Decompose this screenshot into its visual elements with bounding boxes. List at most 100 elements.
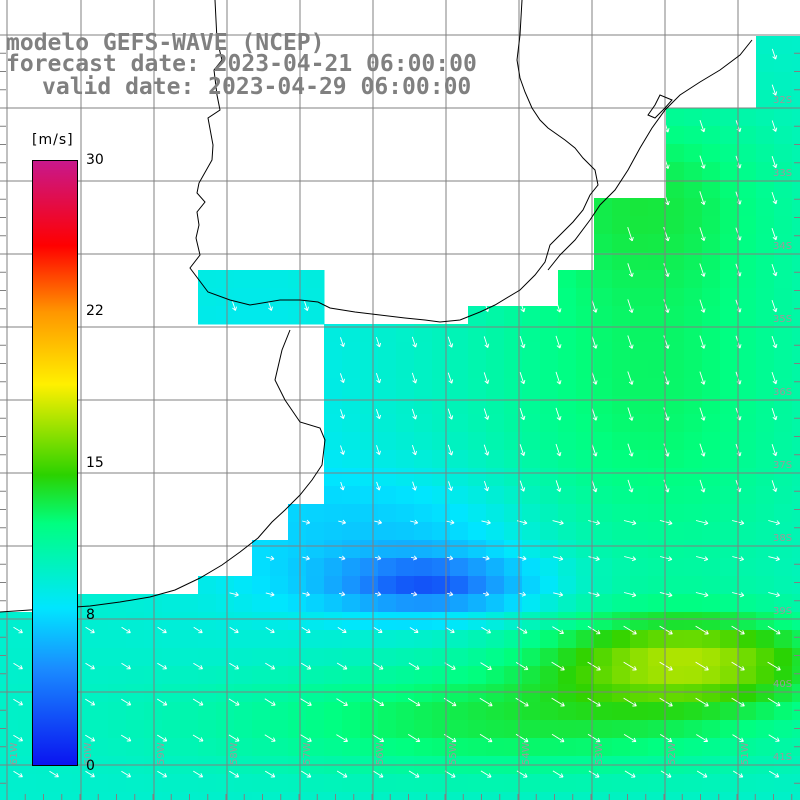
wind-cell — [684, 198, 703, 217]
wind-cell — [342, 342, 361, 361]
wind-cell — [792, 288, 800, 307]
wind-cell — [594, 432, 613, 451]
wind-cell — [684, 126, 703, 145]
wind-cell — [594, 648, 613, 667]
wind-cell — [702, 288, 721, 307]
wind-cell — [648, 432, 667, 451]
wind-cell — [558, 450, 577, 469]
wind-cell — [666, 180, 685, 199]
wind-cell — [414, 720, 433, 739]
wind-cell — [468, 504, 487, 523]
wind-cell — [630, 738, 649, 757]
wind-arrow — [771, 444, 778, 457]
wind-cell — [486, 684, 505, 703]
wind-arrow — [49, 770, 59, 778]
wind-cell — [324, 594, 343, 613]
wind-cell — [792, 378, 800, 397]
wind-cell — [522, 702, 541, 721]
wind-cell — [270, 738, 289, 757]
colorbar-units: [m/s] — [32, 132, 74, 148]
wind-cell — [702, 702, 721, 721]
wind-cell — [792, 432, 800, 451]
wind-cell — [522, 378, 541, 397]
wind-cell — [558, 558, 577, 577]
wind-arrow — [339, 337, 345, 348]
wind-cell — [342, 648, 361, 667]
wind-cell — [396, 432, 415, 451]
wind-arrow — [519, 372, 526, 385]
wind-cell — [306, 666, 325, 685]
wind-cell — [414, 360, 433, 379]
wind-cell — [540, 720, 559, 739]
wind-arrow — [659, 625, 673, 635]
wind-cell — [396, 594, 415, 613]
wind-arrow — [228, 734, 240, 742]
wind-cell — [756, 594, 775, 613]
wind-cell — [540, 648, 559, 667]
wind-cell — [378, 432, 397, 451]
wind-cell — [108, 738, 127, 757]
wind-cell — [666, 594, 685, 613]
wind-arrow — [302, 591, 311, 597]
wind-cell — [486, 720, 505, 739]
wind-cell — [792, 684, 800, 703]
wind-cell — [594, 792, 613, 800]
wind-cell — [414, 594, 433, 613]
wind-cell — [450, 360, 469, 379]
wind-cell — [630, 558, 649, 577]
wind-cell — [720, 666, 739, 685]
wind-cell — [738, 540, 757, 559]
wind-cell — [144, 630, 163, 649]
wind-cell — [774, 72, 793, 91]
wind-cell — [576, 342, 595, 361]
wind-cell — [54, 774, 73, 793]
wind-cell — [666, 522, 685, 541]
wind-cell — [342, 468, 361, 487]
wind-arrow — [696, 734, 709, 742]
wind-cell — [756, 54, 775, 73]
wind-cell — [738, 162, 757, 181]
wind-arrow — [339, 481, 345, 491]
wind-cell — [180, 666, 199, 685]
coastline-south — [0, 329, 326, 613]
wind-cell — [630, 576, 649, 595]
wind-cell — [720, 738, 739, 757]
wind-cell — [756, 540, 775, 559]
wind-arrow — [157, 770, 168, 778]
wind-arrow — [771, 335, 778, 349]
wind-arrow — [412, 481, 417, 491]
wind-cell — [324, 486, 343, 505]
wind-cell — [594, 720, 613, 739]
wind-arrow — [302, 519, 311, 525]
wind-cell — [396, 720, 415, 739]
wind-cell — [738, 720, 757, 739]
wind-cell — [702, 162, 721, 181]
wind-cell — [738, 468, 757, 487]
wind-cell — [774, 666, 793, 685]
wind-cell — [702, 414, 721, 433]
wind-cell — [360, 486, 379, 505]
wind-cell — [738, 216, 757, 235]
wind-cell — [378, 378, 397, 397]
wind-cell — [738, 144, 757, 163]
wind-cell — [432, 558, 451, 577]
wind-cell — [630, 234, 649, 253]
wind-cell — [324, 468, 343, 487]
wind-cell — [252, 774, 271, 793]
lon-label: 61W — [9, 742, 20, 765]
wind-cell — [234, 270, 253, 289]
wind-arrow — [410, 591, 418, 597]
wind-cell — [774, 684, 793, 703]
wind-cell — [270, 666, 289, 685]
wind-cell — [756, 396, 775, 415]
wind-cell — [126, 630, 145, 649]
wind-cell — [468, 360, 487, 379]
wind-cell — [540, 360, 559, 379]
wind-cell — [378, 738, 397, 757]
wind-arrow — [551, 661, 565, 671]
wind-cell — [0, 666, 19, 685]
wind-cell — [378, 342, 397, 361]
wind-arrow — [627, 263, 634, 278]
wind-cell — [360, 612, 379, 631]
wind-cell — [666, 666, 685, 685]
